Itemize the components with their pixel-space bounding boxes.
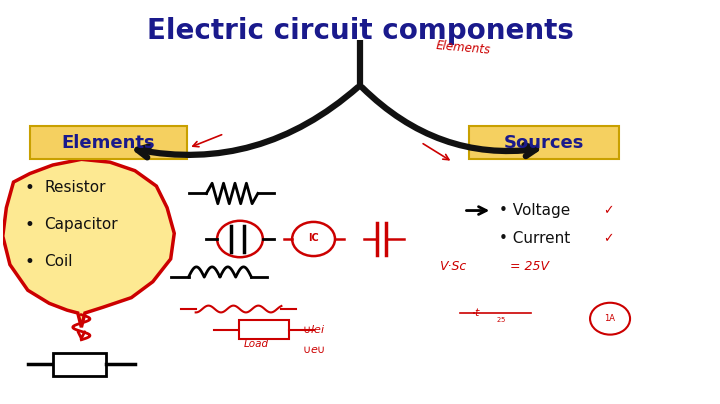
Text: ✓: ✓: [603, 232, 613, 246]
Bar: [238, 320, 289, 339]
Text: •: •: [24, 179, 34, 197]
Text: Resistor: Resistor: [44, 180, 106, 195]
Text: Coil: Coil: [44, 254, 73, 269]
Text: Capacitor: Capacitor: [44, 217, 118, 232]
Text: • Voltage: • Voltage: [499, 203, 570, 218]
Text: Elements: Elements: [62, 134, 156, 152]
Text: 1A: 1A: [605, 314, 616, 323]
Text: ✓: ✓: [603, 204, 613, 217]
Text: t: t: [474, 308, 479, 318]
FancyBboxPatch shape: [30, 126, 187, 159]
Text: $\cup$e$\cup$: $\cup$e$\cup$: [302, 344, 325, 355]
Text: Electric circuit components: Electric circuit components: [147, 17, 573, 45]
Text: Elements: Elements: [435, 39, 491, 57]
Text: • Current: • Current: [499, 231, 570, 246]
Text: •: •: [24, 253, 34, 271]
Text: $\cup$lei: $\cup$lei: [302, 323, 325, 335]
Text: $_{25}$: $_{25}$: [496, 316, 506, 325]
Text: Load: Load: [244, 339, 269, 349]
FancyBboxPatch shape: [469, 126, 618, 159]
Polygon shape: [3, 159, 174, 327]
Text: IC: IC: [308, 233, 319, 243]
Text: Sources: Sources: [503, 134, 584, 152]
Bar: [53, 353, 107, 376]
Text: •: •: [24, 216, 34, 234]
Text: = 25V: = 25V: [510, 260, 549, 273]
Text: V·Sc: V·Sc: [438, 260, 466, 273]
